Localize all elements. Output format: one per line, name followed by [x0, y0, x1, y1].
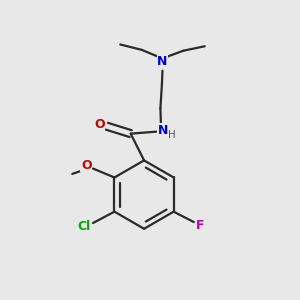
Text: N: N: [158, 124, 168, 136]
Text: F: F: [196, 218, 205, 232]
Text: O: O: [81, 158, 92, 172]
Text: Cl: Cl: [77, 220, 91, 233]
Text: N: N: [157, 55, 168, 68]
Text: H: H: [168, 130, 176, 140]
Text: O: O: [94, 118, 105, 130]
